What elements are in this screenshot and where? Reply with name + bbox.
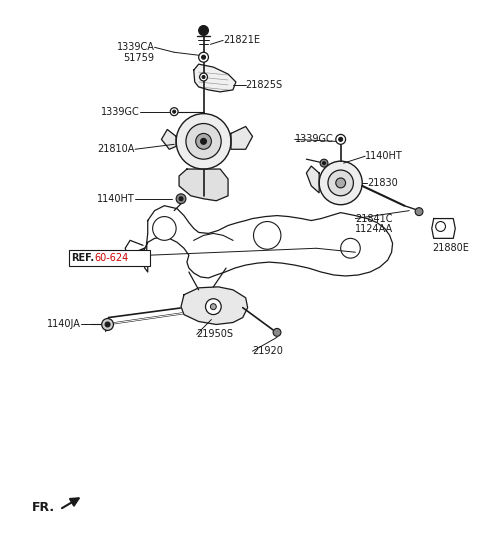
Text: 1339CA: 1339CA: [117, 43, 155, 52]
Circle shape: [176, 194, 186, 204]
Polygon shape: [179, 169, 228, 201]
Circle shape: [199, 26, 208, 35]
Circle shape: [201, 138, 206, 144]
Circle shape: [339, 138, 343, 141]
Circle shape: [186, 123, 221, 159]
Text: 21825S: 21825S: [246, 80, 283, 90]
Circle shape: [202, 75, 205, 79]
Circle shape: [320, 159, 328, 167]
Circle shape: [200, 73, 207, 81]
Text: 21821E: 21821E: [223, 35, 260, 45]
Bar: [70, 250, 150, 266]
Text: 1339GC: 1339GC: [101, 106, 140, 117]
Circle shape: [202, 55, 205, 59]
Circle shape: [176, 114, 231, 169]
Circle shape: [173, 110, 176, 113]
Circle shape: [253, 222, 281, 249]
Polygon shape: [306, 166, 319, 193]
Circle shape: [336, 134, 346, 144]
Polygon shape: [194, 64, 236, 92]
Circle shape: [210, 304, 216, 310]
Circle shape: [205, 299, 221, 314]
Text: 21810A: 21810A: [97, 144, 135, 155]
Circle shape: [102, 318, 113, 330]
Text: 1140HT: 1140HT: [365, 151, 403, 161]
Circle shape: [323, 162, 325, 164]
Circle shape: [153, 217, 176, 240]
Polygon shape: [181, 287, 248, 324]
Circle shape: [170, 108, 178, 116]
Polygon shape: [143, 206, 393, 278]
Circle shape: [319, 161, 362, 205]
Circle shape: [328, 170, 353, 196]
Text: 21920: 21920: [252, 346, 283, 356]
Circle shape: [199, 52, 208, 62]
Text: 60-624: 60-624: [95, 253, 129, 263]
Text: FR.: FR.: [32, 501, 55, 514]
Circle shape: [415, 207, 423, 216]
Text: 1140JA: 1140JA: [47, 319, 81, 329]
Text: 21950S: 21950S: [197, 329, 234, 340]
Text: 21830: 21830: [367, 178, 398, 188]
Circle shape: [196, 133, 211, 149]
Circle shape: [341, 239, 360, 258]
Polygon shape: [231, 127, 252, 149]
Circle shape: [336, 178, 346, 188]
Polygon shape: [125, 240, 143, 258]
Text: 51759: 51759: [123, 53, 155, 63]
Polygon shape: [161, 129, 176, 149]
Text: REF.: REF.: [72, 253, 95, 263]
Text: 1339GC: 1339GC: [295, 134, 334, 144]
Circle shape: [436, 222, 445, 232]
Text: 21841C: 21841C: [355, 213, 393, 223]
Circle shape: [105, 322, 110, 327]
Text: 1124AA: 1124AA: [355, 224, 394, 234]
Text: 1140HT: 1140HT: [97, 194, 135, 204]
Polygon shape: [432, 218, 455, 239]
Circle shape: [273, 329, 281, 336]
Circle shape: [179, 197, 183, 201]
Text: 21880E: 21880E: [432, 244, 468, 253]
